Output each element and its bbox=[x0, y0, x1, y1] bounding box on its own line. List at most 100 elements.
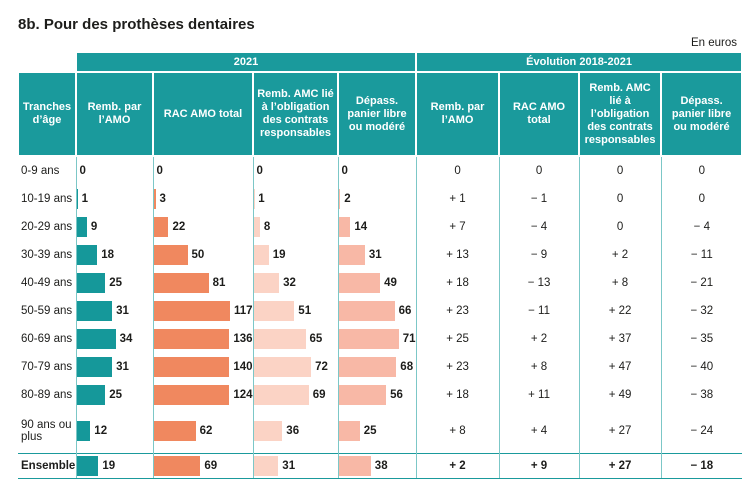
evolution-value: + 13 bbox=[415, 241, 500, 269]
table-row: Ensemble 19 69 31 38 + 2 + 9 + 27− 18 bbox=[18, 453, 743, 479]
evolution-value: + 23 bbox=[415, 297, 500, 325]
value-label: 51 bbox=[298, 305, 312, 317]
bar bbox=[76, 189, 78, 209]
value-label: 36 bbox=[286, 425, 300, 437]
bar bbox=[153, 245, 188, 265]
bar bbox=[253, 273, 280, 293]
bar bbox=[76, 385, 106, 405]
bar bbox=[253, 456, 279, 476]
evolution-value: + 9 bbox=[498, 453, 580, 479]
evolution-value: + 11 bbox=[498, 381, 580, 409]
bar-cell: 69 bbox=[252, 381, 338, 409]
bar bbox=[153, 189, 156, 209]
bar-cell: 1 bbox=[75, 185, 153, 213]
evolution-value: + 1 bbox=[415, 185, 500, 213]
row-label: 10-19 ans bbox=[21, 193, 73, 205]
bar-wrap: 9 bbox=[76, 213, 153, 241]
bar-wrap: 56 bbox=[338, 381, 416, 409]
value-label: 31 bbox=[368, 249, 382, 261]
bar-cell: 62 bbox=[152, 409, 253, 454]
table-row: 40-49 ans 25 81 32 49 + 18− 13 + 8− 21 bbox=[18, 269, 743, 297]
value-label: 19 bbox=[102, 460, 116, 472]
bar bbox=[153, 421, 196, 441]
bar-wrap: 1 bbox=[253, 185, 338, 213]
evolution-value: − 4 bbox=[660, 213, 743, 241]
evolution-value: − 18 bbox=[660, 453, 743, 479]
bar-cell: 68 bbox=[337, 353, 417, 381]
value-label: 56 bbox=[390, 389, 403, 401]
evolution-value: + 27 bbox=[578, 453, 662, 479]
value-label: 2 bbox=[344, 193, 351, 205]
evolution-value: + 2 bbox=[578, 241, 662, 269]
evolution-value: + 8 bbox=[578, 269, 662, 297]
bar-cell: 9 bbox=[75, 213, 153, 241]
evolution-value: 0 bbox=[660, 156, 743, 185]
bar-cell: 31 bbox=[75, 297, 153, 325]
row-label: 0-9 ans bbox=[21, 165, 60, 177]
bar-cell: 25 bbox=[337, 409, 417, 454]
bar-cell: 31 bbox=[337, 241, 417, 269]
value-label: 117 bbox=[233, 305, 253, 317]
row-label: 30-39 ans bbox=[21, 249, 73, 261]
evolution-value: + 18 bbox=[415, 381, 500, 409]
value-label: 124 bbox=[233, 389, 253, 401]
evolution-value: 0 bbox=[578, 213, 662, 241]
evolution-value: − 9 bbox=[498, 241, 580, 269]
value-label: 25 bbox=[109, 389, 123, 401]
table-row: 0-9 ans 0 0 0 0 0 0 0 0 bbox=[18, 156, 743, 185]
evolution-value: + 49 bbox=[578, 381, 662, 409]
bar-wrap: 117 bbox=[153, 297, 253, 325]
bar bbox=[76, 421, 91, 441]
value-label: 12 bbox=[94, 425, 108, 437]
bar-wrap: 65 bbox=[253, 325, 338, 353]
value-label: 3 bbox=[159, 193, 166, 205]
evolution-value: − 21 bbox=[660, 269, 743, 297]
evolution-value: + 2 bbox=[498, 325, 580, 353]
bar-cell: 0 bbox=[152, 156, 253, 185]
bar-cell: 3 bbox=[152, 185, 253, 213]
bar-wrap: 8 bbox=[253, 213, 338, 241]
bar-wrap: 0 bbox=[154, 157, 253, 185]
bar-wrap: 19 bbox=[253, 241, 338, 269]
bar-cell: 66 bbox=[337, 297, 417, 325]
value-label: 68 bbox=[400, 361, 414, 373]
bar-wrap: 22 bbox=[153, 213, 253, 241]
bar-cell: 12 bbox=[75, 409, 153, 454]
value-label: 1 bbox=[81, 193, 89, 205]
column-header: Remb. AMC lié à l’obligation des contrat… bbox=[252, 71, 339, 157]
table-row: 30-39 ans 18 50 19 31 + 13− 9 + 2− 11 bbox=[18, 241, 743, 269]
evolution-value: − 13 bbox=[498, 269, 580, 297]
evolution-value: + 25 bbox=[415, 325, 500, 353]
value-label: 69 bbox=[312, 389, 326, 401]
table-row: 90 ans ou plus 12 62 36 25 + 8 + 4 + 27− 24 bbox=[18, 409, 743, 454]
evolution-value: + 2 bbox=[415, 453, 500, 479]
bar bbox=[153, 329, 230, 349]
bar-cell: 136 bbox=[152, 325, 253, 353]
bar bbox=[253, 421, 283, 441]
bar-wrap: 31 bbox=[76, 297, 153, 325]
bar-wrap: 51 bbox=[253, 297, 338, 325]
bar bbox=[153, 217, 169, 237]
bar-cell: 117 bbox=[152, 297, 253, 325]
bar-wrap: 69 bbox=[153, 454, 253, 478]
table-row: 20-29 ans 9 22 8 14 + 7− 4 0− 4 bbox=[18, 213, 743, 241]
value-label: 14 bbox=[354, 221, 368, 233]
evolution-value: + 8 bbox=[415, 409, 500, 454]
column-header: Remb. AMC lié à l’obligation des contrat… bbox=[578, 71, 663, 157]
bar-wrap: 50 bbox=[153, 241, 253, 269]
bar bbox=[338, 357, 397, 377]
bar bbox=[76, 245, 98, 265]
value-label: 34 bbox=[119, 333, 133, 345]
column-header: Dépass. panier libre ou modéré bbox=[660, 71, 744, 157]
bar bbox=[338, 189, 341, 209]
evolution-value: − 24 bbox=[660, 409, 743, 454]
bar-cell: 25 bbox=[75, 381, 153, 409]
evolution-value: − 38 bbox=[660, 381, 743, 409]
evolution-value: + 22 bbox=[578, 297, 662, 325]
bar-cell: 71 bbox=[337, 325, 417, 353]
value-label: 71 bbox=[402, 333, 416, 345]
bar-wrap: 1 bbox=[76, 185, 153, 213]
bar-wrap: 0 bbox=[77, 157, 153, 185]
bar bbox=[338, 301, 395, 321]
evolution-value: 0 bbox=[578, 185, 662, 213]
